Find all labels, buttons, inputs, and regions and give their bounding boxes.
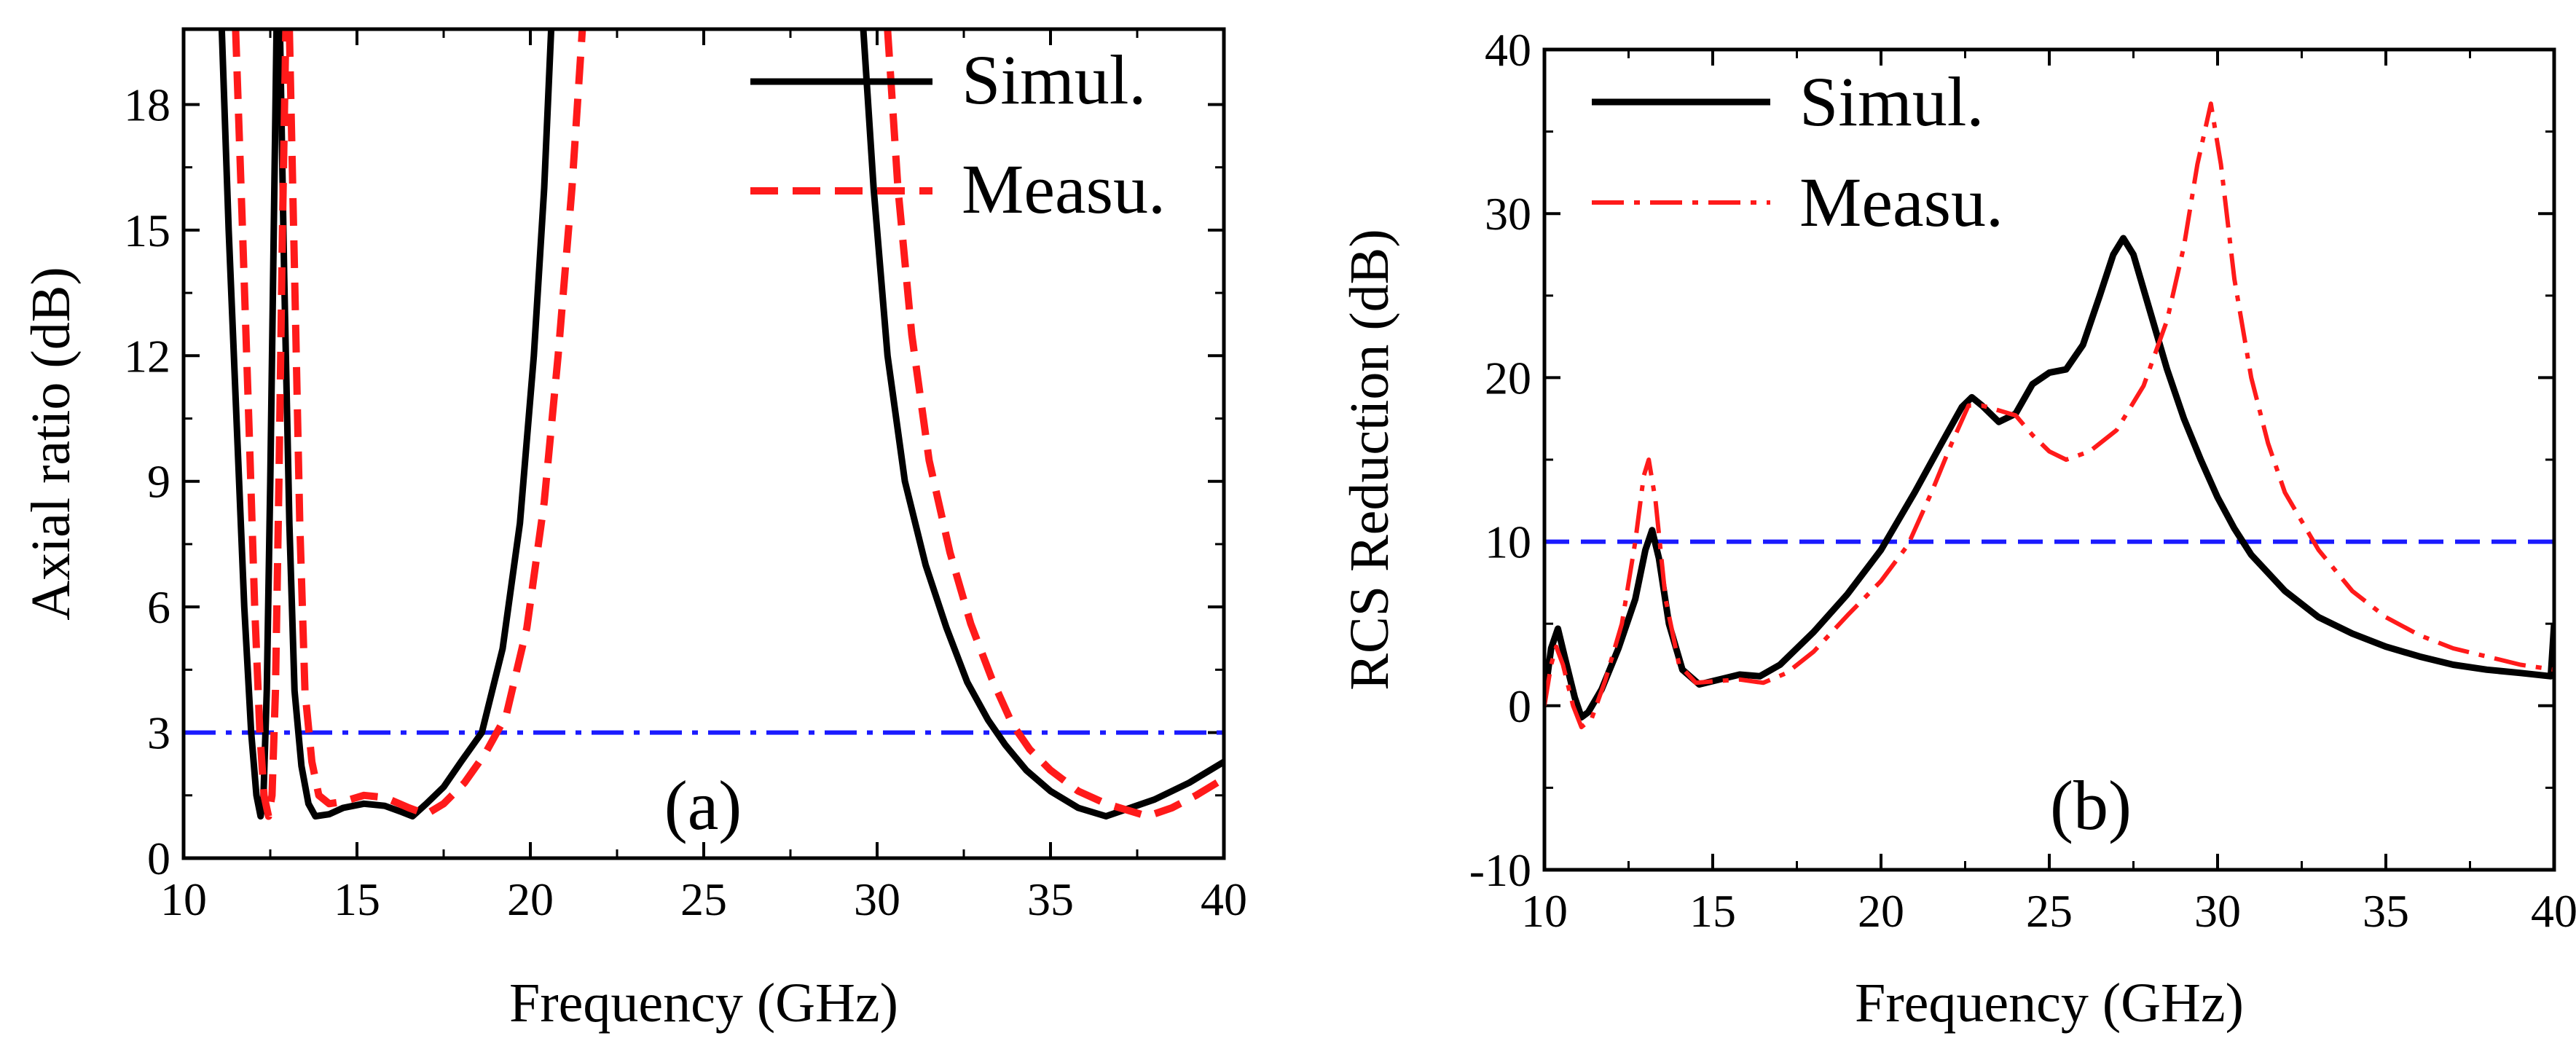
y-axis-title: RCS Reduction (dB) xyxy=(1339,229,1400,690)
panel-label: (b) xyxy=(2050,766,2132,844)
series-line xyxy=(887,29,1224,817)
y-tick-label: 18 xyxy=(124,79,170,130)
x-tick-label: 35 xyxy=(1027,873,1074,925)
y-tick-label: 3 xyxy=(147,707,170,759)
legend-label: Measu. xyxy=(1799,163,2003,241)
plot-frame xyxy=(1544,50,2554,870)
x-tick-label: 15 xyxy=(334,873,380,925)
x-tick-label: 20 xyxy=(1858,885,1904,937)
x-tick-label: 30 xyxy=(854,873,900,925)
y-tick-label: 0 xyxy=(1508,680,1531,732)
series-measu xyxy=(1544,103,2554,727)
legend-label: Simul. xyxy=(1799,63,1984,141)
panel-label: (a) xyxy=(664,766,742,844)
legend-label: Measu. xyxy=(962,150,1166,228)
series-line xyxy=(1544,238,2554,718)
series-simul xyxy=(1544,238,2554,718)
x-tick-label: 15 xyxy=(1689,885,1736,937)
series-measu xyxy=(235,29,1224,817)
y-tick-label: 9 xyxy=(147,456,170,508)
y-axis-title: Axial ratio (dB) xyxy=(20,267,82,620)
series-line xyxy=(863,29,1224,817)
y-tick-label: 40 xyxy=(1485,24,1531,76)
x-tick-label: 40 xyxy=(1201,873,1247,925)
x-tick-label: 35 xyxy=(2363,885,2409,937)
x-tick-label: 25 xyxy=(2026,885,2073,937)
x-tick-label: 20 xyxy=(507,873,554,925)
series-line xyxy=(235,29,286,817)
rcs-reduction-chart: 10 15 20 25 30 35 40-10010203040Simul.Measu.(b… xyxy=(1339,24,2576,1034)
x-tick-label: 40 xyxy=(2531,885,2576,937)
series-line xyxy=(1544,103,2554,727)
y-tick-label: 12 xyxy=(124,330,170,382)
y-tick-label: 10 xyxy=(1485,516,1531,568)
legend-label: Simul. xyxy=(962,41,1146,119)
plot-area xyxy=(1544,103,2554,727)
y-tick-label: 30 xyxy=(1485,188,1531,240)
y-tick-label: 6 xyxy=(147,581,170,633)
y-tick-label: 15 xyxy=(124,205,170,256)
x-tick-label: 25 xyxy=(680,873,727,925)
y-tick-label: 20 xyxy=(1485,352,1531,404)
x-axis-title: Frequency (GHz) xyxy=(509,973,898,1034)
y-tick-label: -10 xyxy=(1469,844,1531,896)
y-tick-label: 0 xyxy=(147,833,170,884)
series-line xyxy=(289,29,582,814)
series-simul xyxy=(221,29,1224,817)
plot-area xyxy=(221,29,1224,817)
x-tick-label: 30 xyxy=(2194,885,2241,937)
figure: 10 15 20 25 30 35 40 0 3 6 9 12 15 18 Simul. Measu. (a) F… xyxy=(0,0,2576,1049)
x-axis-title: Frequency (GHz) xyxy=(1855,973,2244,1034)
